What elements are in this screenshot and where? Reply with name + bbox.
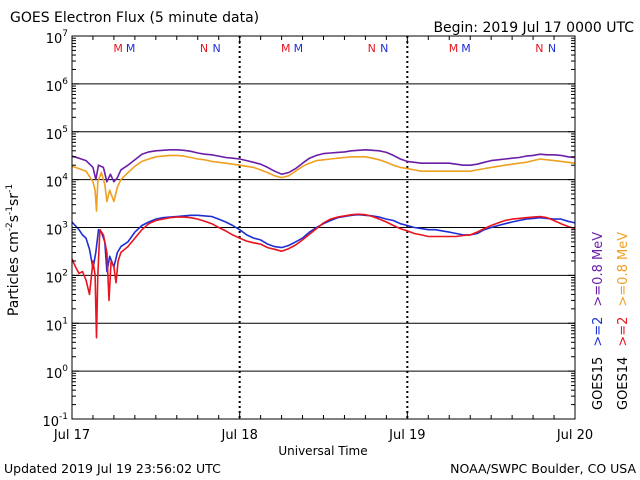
y-tick-label: 104 (46, 173, 69, 191)
chart-title: GOES Electron Flux (5 minute data) (10, 10, 259, 26)
x-axis-title: Universal Time (278, 444, 367, 458)
orbit-marker: N (368, 42, 376, 55)
y-tick-label: 107 (46, 29, 68, 47)
source-credit: NOAA/SWPC Boulder, CO USA (450, 461, 636, 476)
orbit-marker: M (449, 42, 459, 55)
orbit-marker: M (113, 42, 123, 55)
legend-goes14: GOES14>=2>=0.8 MeV (616, 232, 631, 410)
orbit-marker: M (461, 42, 471, 55)
y-tick-label: 101 (46, 316, 68, 334)
orbit-marker: N (535, 42, 543, 55)
updated-timestamp: Updated 2019 Jul 19 23:56:02 UTC (4, 461, 221, 476)
grid-lines (72, 83, 575, 372)
series-line (71, 213, 576, 273)
orbit-marker: M (294, 42, 304, 55)
x-tick-label: Jul 19 (388, 428, 425, 443)
orbit-marker: M (281, 42, 291, 55)
legend-goes15: GOES15>=2>=0.8 MeV (591, 232, 606, 410)
orbit-marker: N (212, 42, 220, 55)
series-line (71, 149, 576, 183)
orbit-marker: N (380, 42, 388, 55)
y-tick-label: 102 (46, 268, 68, 286)
x-tick-label: Jul 18 (220, 428, 257, 443)
y-axis-title: Particles cm-2s-1sr-1 (5, 184, 22, 316)
y-tick-label: 105 (46, 125, 68, 143)
legend: GOES15>=2>=0.8 MeV GOES14>=2>=0.8 MeV (591, 232, 631, 410)
y-tick-label: 100 (46, 364, 69, 382)
series-line (71, 213, 576, 339)
orbit-marker: N (548, 42, 556, 55)
series-lines (71, 149, 576, 339)
y-tick-label: 10-1 (42, 412, 68, 430)
y-tick-label: 103 (46, 221, 68, 239)
x-axis-ticks: Jul 17 Jul 18 Jul 19 Jul 20 (53, 36, 593, 443)
begin-label: Begin: 2019 Jul 17 0000 UTC (433, 20, 634, 36)
x-tick-label: Jul 20 (556, 428, 593, 443)
orbit-marker: M (126, 42, 136, 55)
x-tick-label: Jul 17 (53, 428, 90, 443)
series-line (71, 154, 576, 212)
orbit-marker: N (200, 42, 208, 55)
y-tick-label: 106 (46, 77, 69, 95)
y-axis-ticks: 10-1 100 101 102 103 104 105 106 107 (42, 29, 575, 430)
day-dividers (238, 36, 409, 419)
